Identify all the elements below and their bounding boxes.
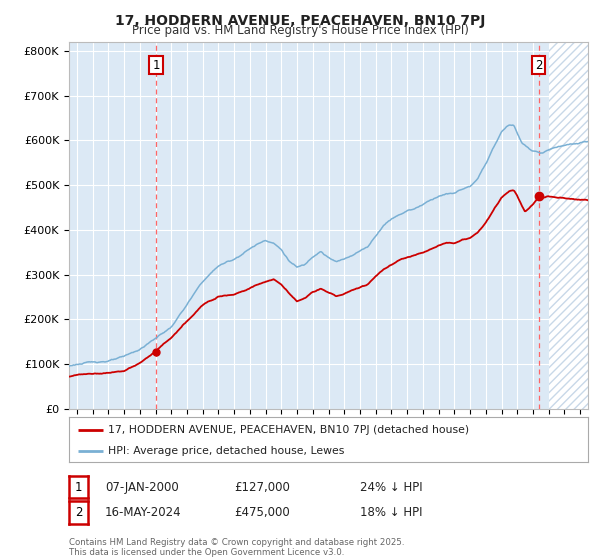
Text: 16-MAY-2024: 16-MAY-2024: [105, 506, 182, 519]
Text: 1: 1: [152, 58, 160, 72]
Bar: [548, 42, 588, 409]
Text: HPI: Average price, detached house, Lewes: HPI: Average price, detached house, Lewe…: [108, 446, 344, 456]
Bar: [548, 42, 588, 409]
Text: 18% ↓ HPI: 18% ↓ HPI: [360, 506, 422, 519]
Text: 1: 1: [75, 480, 82, 494]
Text: £475,000: £475,000: [234, 506, 290, 519]
Text: Contains HM Land Registry data © Crown copyright and database right 2025.
This d: Contains HM Land Registry data © Crown c…: [69, 538, 404, 557]
Bar: [548, 42, 588, 409]
Text: 2: 2: [75, 506, 82, 519]
Text: 2: 2: [535, 58, 542, 72]
Text: 07-JAN-2000: 07-JAN-2000: [105, 480, 179, 494]
Text: Price paid vs. HM Land Registry's House Price Index (HPI): Price paid vs. HM Land Registry's House …: [131, 24, 469, 37]
Text: 17, HODDERN AVENUE, PEACEHAVEN, BN10 7PJ: 17, HODDERN AVENUE, PEACEHAVEN, BN10 7PJ: [115, 14, 485, 28]
Text: £127,000: £127,000: [234, 480, 290, 494]
Text: 17, HODDERN AVENUE, PEACEHAVEN, BN10 7PJ (detached house): 17, HODDERN AVENUE, PEACEHAVEN, BN10 7PJ…: [108, 424, 469, 435]
Text: 24% ↓ HPI: 24% ↓ HPI: [360, 480, 422, 494]
